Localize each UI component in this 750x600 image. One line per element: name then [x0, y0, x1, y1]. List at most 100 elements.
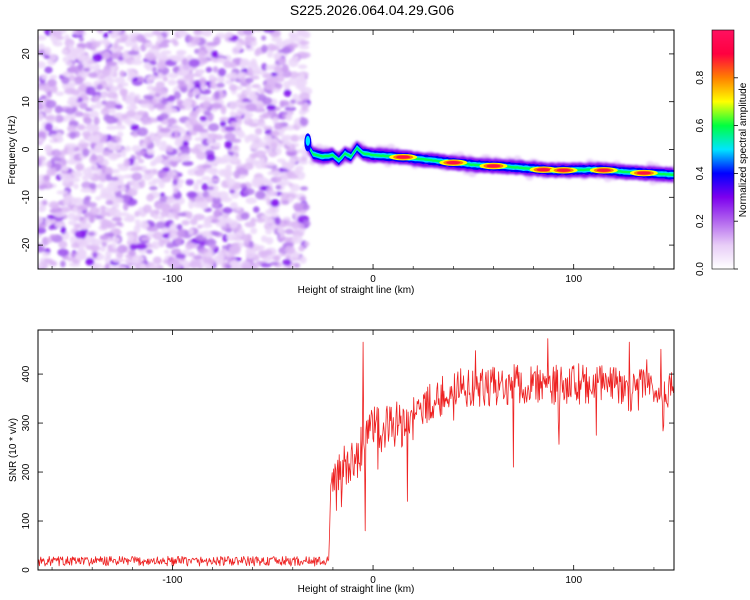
noise-blob	[282, 258, 292, 266]
noise-blob	[302, 220, 311, 228]
snr-y-tick-label: 0	[21, 567, 32, 573]
spectrogram-x-label: Height of straight line (km)	[298, 285, 415, 296]
noise-blob	[162, 259, 169, 265]
noise-blob	[255, 190, 266, 200]
noise-blob	[302, 30, 311, 39]
noise-blob	[123, 159, 131, 167]
noise-blob	[187, 251, 196, 257]
noise-blob	[193, 182, 200, 191]
noise-blob	[127, 233, 135, 243]
noise-blob	[278, 252, 284, 258]
noise-blob	[129, 243, 138, 251]
noise-blob	[298, 160, 309, 165]
noise-blob	[130, 103, 137, 111]
noise-blob	[220, 119, 227, 128]
noise-blob	[79, 83, 87, 93]
noise-blob	[188, 199, 194, 209]
snr-y-tick-label: 200	[21, 463, 32, 480]
noise-blob	[197, 164, 204, 170]
noise-blob	[266, 190, 278, 198]
noise-blob	[231, 112, 241, 117]
snr-x-tick-label: -100	[162, 575, 182, 586]
noise-blob	[194, 107, 201, 115]
noise-blob	[233, 145, 239, 151]
noise-blob	[288, 31, 297, 38]
noise-blob	[276, 176, 282, 183]
noise-blob	[292, 202, 304, 211]
noise-blob	[96, 168, 103, 176]
noise-blob	[104, 166, 113, 175]
noise-blob	[63, 173, 73, 182]
noise-blob	[301, 203, 310, 211]
noise-blob	[166, 145, 174, 153]
noise-blob	[43, 83, 51, 93]
noise-blob	[68, 43, 74, 51]
noise-blob	[71, 49, 79, 54]
noise-blob	[188, 58, 200, 68]
noise-blob	[246, 61, 258, 70]
snr-y-tick-label: 400	[21, 365, 32, 382]
noise-blob	[196, 69, 204, 75]
noise-blob	[54, 114, 64, 123]
snr-y-tick-label: 300	[21, 414, 32, 431]
noise-blob	[106, 125, 118, 130]
noise-blob	[167, 72, 179, 79]
noise-blob	[266, 104, 276, 111]
noise-blob	[67, 256, 73, 262]
noise-blob	[297, 64, 308, 70]
noise-blob	[243, 113, 250, 122]
noise-blob	[181, 219, 190, 226]
noise-blob	[261, 96, 273, 105]
noise-blob	[203, 252, 214, 258]
noise-blob	[155, 53, 168, 60]
noise-blob	[43, 175, 50, 182]
noise-blob	[66, 81, 78, 87]
noise-blob	[173, 91, 181, 100]
noise-blob	[148, 264, 159, 269]
noise-blob	[218, 169, 226, 177]
noise-blob	[278, 128, 285, 137]
noise-blob	[104, 255, 112, 264]
noise-blob	[243, 30, 254, 36]
noise-blob	[115, 221, 123, 226]
noise-blob	[260, 262, 272, 268]
noise-blob	[65, 61, 73, 67]
colorbar-tick-label: 0.2	[695, 214, 706, 228]
noise-blob	[72, 197, 84, 205]
noise-blob	[228, 246, 239, 255]
noise-blob	[285, 124, 296, 131]
noise-blob	[90, 110, 99, 119]
noise-blob	[264, 148, 273, 154]
noise-blob	[149, 186, 158, 191]
noise-blob	[95, 100, 103, 109]
noise-blob	[73, 183, 79, 190]
noise-blob	[260, 235, 268, 243]
noise-blob	[120, 148, 127, 158]
noise-blob	[102, 32, 109, 39]
noise-blob	[230, 157, 241, 164]
noise-blob	[46, 160, 52, 169]
noise-blob	[174, 237, 182, 246]
noise-blob	[108, 108, 116, 114]
noise-blob	[109, 176, 119, 181]
noise-blob	[301, 105, 308, 112]
noise-blob	[225, 264, 232, 269]
noise-blob	[124, 39, 132, 47]
hot-spot-core	[446, 161, 461, 165]
noise-blob	[235, 206, 242, 212]
noise-blob	[202, 100, 211, 108]
noise-blob	[289, 183, 301, 192]
signal-halo-blob	[468, 171, 477, 178]
spectrogram-y-tick-label: 0	[21, 146, 32, 152]
noise-blob	[261, 62, 268, 72]
noise-blob	[264, 82, 276, 91]
signal-halo-blob	[645, 161, 654, 168]
noise-blob	[44, 99, 57, 109]
noise-blob	[280, 136, 290, 144]
noise-blob	[114, 228, 121, 236]
noise-blob	[72, 214, 81, 222]
noise-blob	[295, 165, 304, 172]
noise-blob	[168, 232, 178, 240]
noise-blob	[111, 85, 123, 91]
noise-blob	[211, 141, 221, 148]
